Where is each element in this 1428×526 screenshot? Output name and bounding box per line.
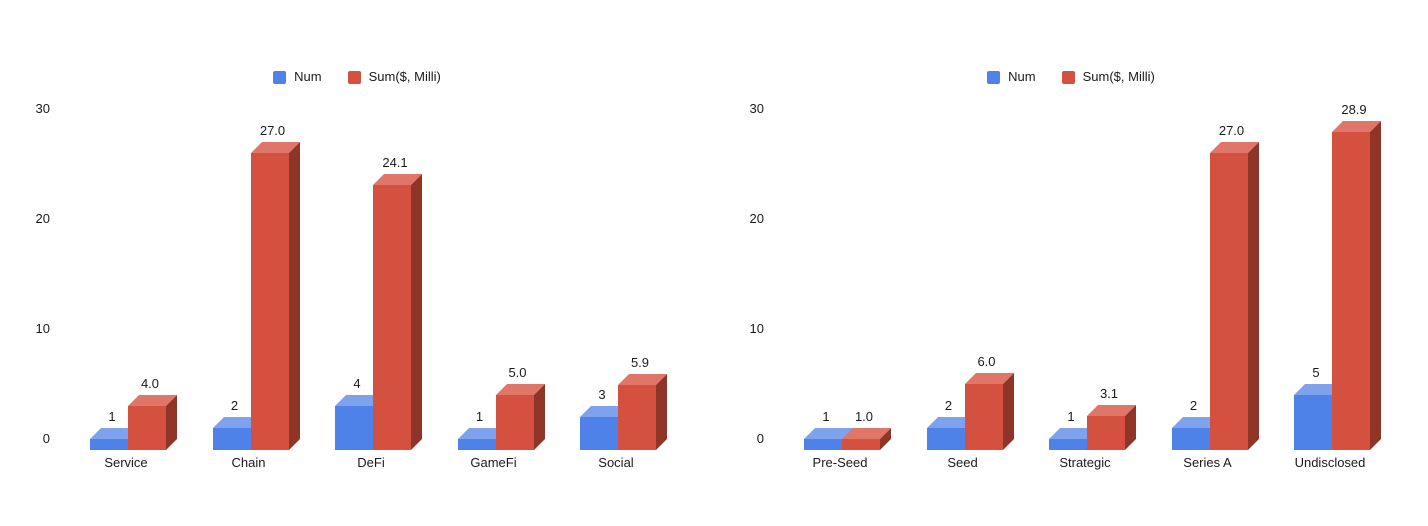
sum-bar-side xyxy=(1002,373,1014,450)
sum-bar-value-label: 5.9 xyxy=(630,355,650,370)
legend-label: Num xyxy=(1008,69,1036,84)
category-label: DeFi xyxy=(357,455,385,470)
sum-bar-front xyxy=(250,153,289,450)
sum-bar-value-label: 27.0 xyxy=(1218,123,1245,138)
y-axis-tick-label: 0 xyxy=(42,431,50,446)
legend-swatch-num xyxy=(987,70,1001,84)
sum-bar-front xyxy=(128,406,166,450)
category-label: Strategic xyxy=(1059,455,1111,470)
num-bar-value-label: 1 xyxy=(108,409,116,424)
num-bar-value-label: 3 xyxy=(598,387,606,402)
sector-funding-chart[interactable]: Num Sum($, Milli) 0 10 20 30 1 4.0 Service 2 27.0 C… xyxy=(0,0,714,526)
category-label: Series A xyxy=(1183,455,1232,470)
sum-bar-side xyxy=(411,174,422,450)
num-bar-front xyxy=(457,439,496,450)
sum-bar-value-label: 5.0 xyxy=(508,365,527,380)
num-bar-value-label: 1 xyxy=(1067,409,1075,424)
legend-label: Sum($, Milli) xyxy=(368,69,441,84)
sum-bar-front xyxy=(1209,153,1248,450)
sum-bar-value-label: 6.0 xyxy=(977,354,996,369)
num-bar-front xyxy=(580,417,618,450)
legend-label: Num xyxy=(294,69,322,84)
num-bar-value-label: 5 xyxy=(1312,365,1320,380)
sum-bar-front xyxy=(1332,132,1370,450)
num-bar-value-label: 2 xyxy=(944,398,953,413)
category-label: Service xyxy=(104,455,148,470)
chart-legend: Num Sum($, Milli) xyxy=(0,70,714,84)
y-axis-tick-label: 0 xyxy=(756,431,764,446)
num-bar-value-label: 4 xyxy=(353,376,361,391)
sum-bar-front xyxy=(618,385,656,450)
sum-bar-front xyxy=(964,384,1003,450)
sum-bar-front xyxy=(842,439,880,450)
sum-bar-value-label: 4.0 xyxy=(140,376,160,391)
num-bar-front xyxy=(335,406,373,450)
num-bar-front xyxy=(1294,395,1332,450)
sum-bar-side xyxy=(656,374,667,450)
legend-label: Sum($, Milli) xyxy=(1082,69,1155,84)
legend-swatch-num xyxy=(273,70,287,84)
sum-bar-side xyxy=(166,395,177,450)
legend-swatch-sum xyxy=(1061,70,1075,84)
category-label: Social xyxy=(598,455,634,470)
legend-swatch-sum xyxy=(347,70,361,84)
num-bar-front xyxy=(804,439,842,450)
y-axis-tick-label: 30 xyxy=(35,101,50,116)
num-bar-value-label: 1 xyxy=(475,409,484,424)
category-label: Undisclosed xyxy=(1294,455,1366,470)
num-bar-front xyxy=(926,428,965,450)
category-label: GameFi xyxy=(470,455,517,470)
sum-bar-value-label: 24.1 xyxy=(382,155,408,170)
sum-bar-value-label: 28.9 xyxy=(1341,102,1367,117)
sum-bar-side xyxy=(533,384,545,450)
legend-item-sum: Sum($, Milli) xyxy=(347,69,441,84)
num-bar-value-label: 2 xyxy=(1189,398,1198,413)
y-axis-tick-label: 30 xyxy=(749,101,764,116)
sum-bar-front xyxy=(1087,416,1125,450)
y-axis-tick-label: 20 xyxy=(749,211,764,226)
num-bar-front xyxy=(1171,428,1210,450)
category-label: Pre-Seed xyxy=(812,455,868,470)
num-bar-front xyxy=(212,428,251,450)
category-label: Seed xyxy=(947,455,978,470)
y-axis-tick-label: 20 xyxy=(35,211,50,226)
sum-bar-value-label: 1.0 xyxy=(854,409,874,424)
legend-item-num: Num xyxy=(273,69,322,84)
num-bar-value-label: 1 xyxy=(822,409,830,424)
sum-bar-side xyxy=(1247,142,1259,450)
num-bar-front xyxy=(90,439,128,450)
sum-bar-front xyxy=(373,185,411,450)
legend-item-sum: Sum($, Milli) xyxy=(1061,69,1155,84)
sum-bar-value-label: 27.0 xyxy=(259,123,286,138)
legend-item-num: Num xyxy=(987,69,1036,84)
y-axis-tick-label: 10 xyxy=(35,321,50,336)
round-funding-chart[interactable]: Num Sum($, Milli) 0 10 20 30 1 1.0 Pre-Seed 2 6.0 S… xyxy=(714,0,1428,526)
sum-bar-front xyxy=(495,395,534,450)
num-bar-value-label: 2 xyxy=(230,398,239,413)
category-label: Chain xyxy=(231,455,266,470)
sum-bar-side xyxy=(1370,121,1381,450)
chart-legend: Num Sum($, Milli) xyxy=(714,70,1428,84)
y-axis-tick-label: 10 xyxy=(749,321,764,336)
sum-bar-value-label: 3.1 xyxy=(1099,386,1119,401)
num-bar-front xyxy=(1049,439,1087,450)
sum-bar-side xyxy=(288,142,300,450)
